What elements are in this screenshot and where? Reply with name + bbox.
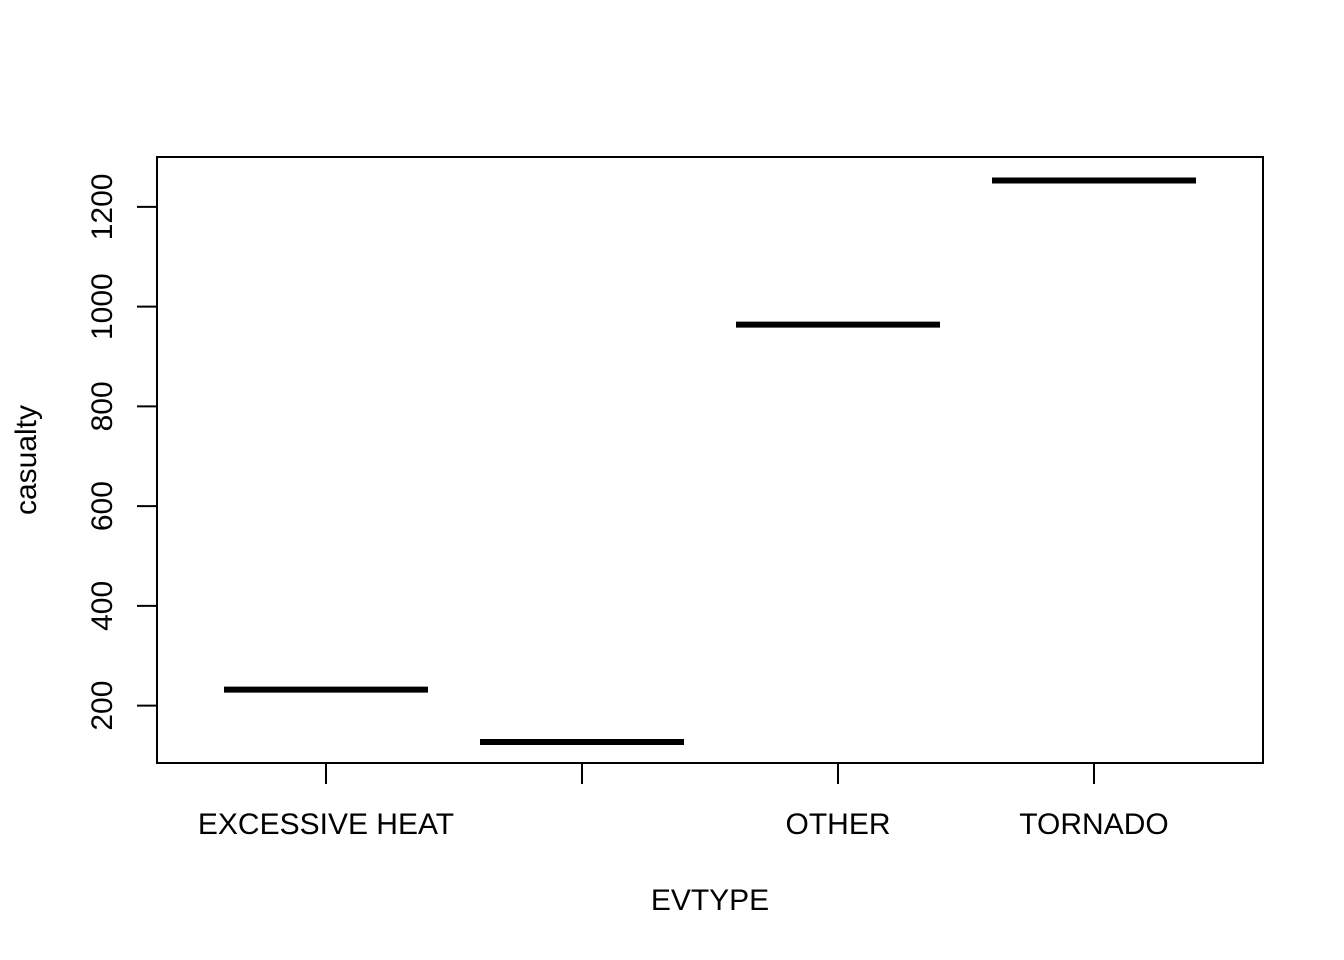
y-tick-label: 200: [86, 681, 119, 731]
y-tick-label: 400: [86, 581, 119, 631]
plot-frame: [156, 156, 1264, 764]
x-tick-label: TORNADO: [1019, 808, 1168, 841]
y-axis: 200 400 600 800 1000 1200: [86, 174, 158, 731]
y-tick-label: 1200: [86, 174, 119, 241]
y-tick-label: 800: [86, 381, 119, 431]
x-tick-label: EXCESSIVE HEAT: [198, 808, 454, 841]
x-axis-title: EVTYPE: [651, 884, 769, 917]
x-tick-label: OTHER: [786, 808, 891, 841]
y-tick-label: 1000: [86, 273, 119, 340]
median-marks: [224, 177, 1196, 746]
y-axis-title: casualty: [10, 405, 43, 515]
y-tick-label: 600: [86, 481, 119, 531]
x-axis: EXCESSIVE HEAT OTHER TORNADO: [198, 762, 1169, 841]
